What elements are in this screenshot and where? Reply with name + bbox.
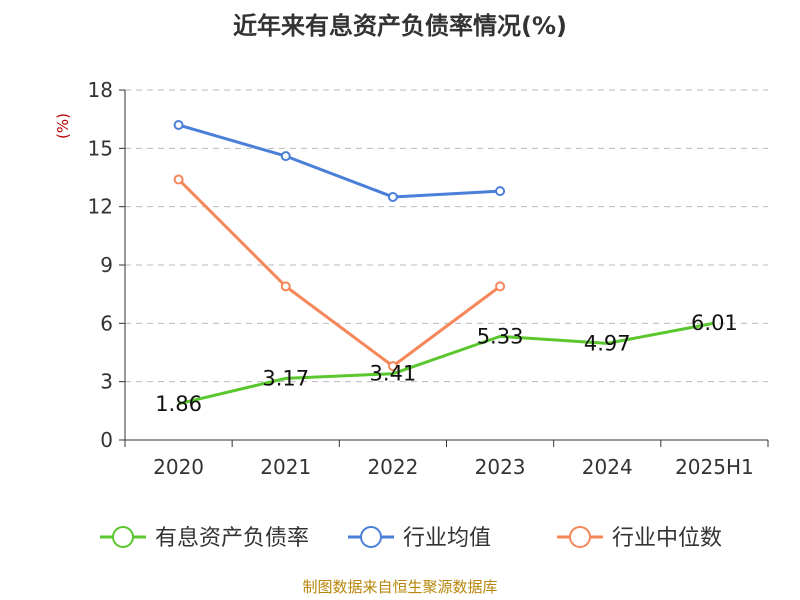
legend-item[interactable]: 有息资产负债率	[100, 526, 309, 551]
data-point[interactable]	[495, 281, 506, 292]
data-point[interactable]	[387, 191, 398, 202]
y-tick-label: 15	[88, 136, 113, 160]
grid-lines	[125, 89, 768, 383]
series-line	[177, 178, 501, 368]
x-tick-label: 2021	[260, 455, 311, 479]
legend-circle-marker	[112, 526, 134, 548]
legend-circle-marker	[360, 526, 382, 548]
legend-item[interactable]: 行业均值	[348, 526, 491, 551]
y-tick-label: 6	[100, 311, 113, 335]
data-label: 3.17	[262, 366, 309, 390]
y-tick-label: 9	[100, 253, 113, 277]
legend-label: 有息资产负债率	[155, 526, 309, 551]
y-tick-label: 0	[100, 428, 113, 452]
y-axis-unit: (%)	[54, 113, 72, 139]
series-group	[173, 120, 715, 406]
x-tick-label: 2022	[367, 455, 418, 479]
legend-label: 行业中位数	[612, 526, 722, 551]
series-line	[178, 321, 715, 406]
y-tick-label: 12	[88, 195, 113, 219]
y-tick-label: 18	[88, 78, 113, 102]
data-point[interactable]	[173, 174, 184, 185]
data-label: 4.97	[584, 331, 631, 355]
chart-title: 近年来有息资产负债率情况(%)	[233, 12, 567, 40]
data-label: 5.33	[477, 324, 524, 348]
legend-label: 行业均值	[403, 526, 491, 551]
data-point[interactable]	[495, 186, 506, 197]
source-note: 制图数据来自恒生聚源数据库	[302, 578, 497, 596]
x-tick-label: 2024	[582, 455, 633, 479]
x-tick-label: 2023	[475, 455, 526, 479]
y-tick-label: 3	[100, 370, 113, 394]
data-labels: 1.86 3.17 3.41 5.33 4.97 6.01	[155, 311, 738, 416]
data-point[interactable]	[280, 281, 291, 292]
data-label: 6.01	[691, 311, 738, 335]
data-label: 1.86	[155, 392, 202, 416]
legend-circle-marker	[569, 526, 591, 548]
x-tick-label: 2025H1	[675, 455, 754, 479]
x-tick-label: 2020	[153, 455, 204, 479]
series-line	[178, 123, 501, 199]
data-label: 3.41	[370, 362, 417, 386]
legend-item[interactable]: 行业中位数	[557, 526, 722, 551]
data-point[interactable]	[173, 120, 184, 130]
axes: 0 3 6 9 12 15 18 2020 2021 2022 2023 2024 2025H1	[88, 78, 769, 479]
legend[interactable]: 有息资产负债率 行业均值 行业中位数	[100, 526, 722, 551]
data-point[interactable]	[387, 361, 398, 372]
data-point[interactable]	[280, 151, 291, 162]
